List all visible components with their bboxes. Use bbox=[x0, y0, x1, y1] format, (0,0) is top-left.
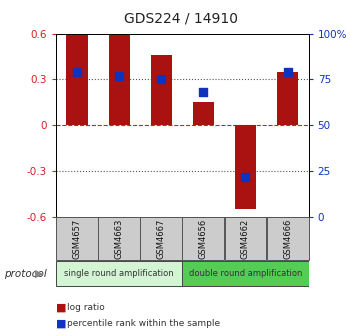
Text: log ratio: log ratio bbox=[67, 303, 105, 312]
Text: single round amplification: single round amplification bbox=[64, 269, 174, 278]
Text: GSM4662: GSM4662 bbox=[241, 218, 250, 259]
Text: double round amplification: double round amplification bbox=[189, 269, 302, 278]
FancyBboxPatch shape bbox=[98, 217, 140, 260]
Point bbox=[200, 89, 206, 94]
Point bbox=[158, 77, 164, 82]
Text: ▶: ▶ bbox=[35, 269, 43, 279]
Point bbox=[116, 74, 122, 79]
FancyBboxPatch shape bbox=[56, 261, 182, 286]
Text: GSM4656: GSM4656 bbox=[199, 218, 208, 259]
Text: ■: ■ bbox=[56, 302, 66, 312]
FancyBboxPatch shape bbox=[182, 261, 309, 286]
FancyBboxPatch shape bbox=[267, 217, 309, 260]
Text: GDS224 / 14910: GDS224 / 14910 bbox=[123, 12, 238, 26]
Text: GSM4657: GSM4657 bbox=[73, 218, 82, 259]
Point bbox=[285, 69, 291, 75]
FancyBboxPatch shape bbox=[140, 217, 182, 260]
Bar bbox=[277, 72, 298, 125]
Point bbox=[243, 174, 248, 180]
Bar bbox=[151, 55, 172, 125]
Text: protocol: protocol bbox=[4, 269, 46, 279]
FancyBboxPatch shape bbox=[182, 217, 224, 260]
Bar bbox=[193, 102, 214, 125]
FancyBboxPatch shape bbox=[56, 217, 98, 260]
Text: GSM4663: GSM4663 bbox=[115, 218, 123, 259]
Bar bbox=[235, 125, 256, 209]
Text: percentile rank within the sample: percentile rank within the sample bbox=[67, 319, 220, 328]
Text: GSM4666: GSM4666 bbox=[283, 218, 292, 259]
FancyBboxPatch shape bbox=[225, 217, 266, 260]
Text: ■: ■ bbox=[56, 318, 66, 328]
Point bbox=[74, 69, 80, 75]
Bar bbox=[109, 35, 130, 125]
Bar bbox=[66, 35, 87, 125]
Text: GSM4667: GSM4667 bbox=[157, 218, 166, 259]
